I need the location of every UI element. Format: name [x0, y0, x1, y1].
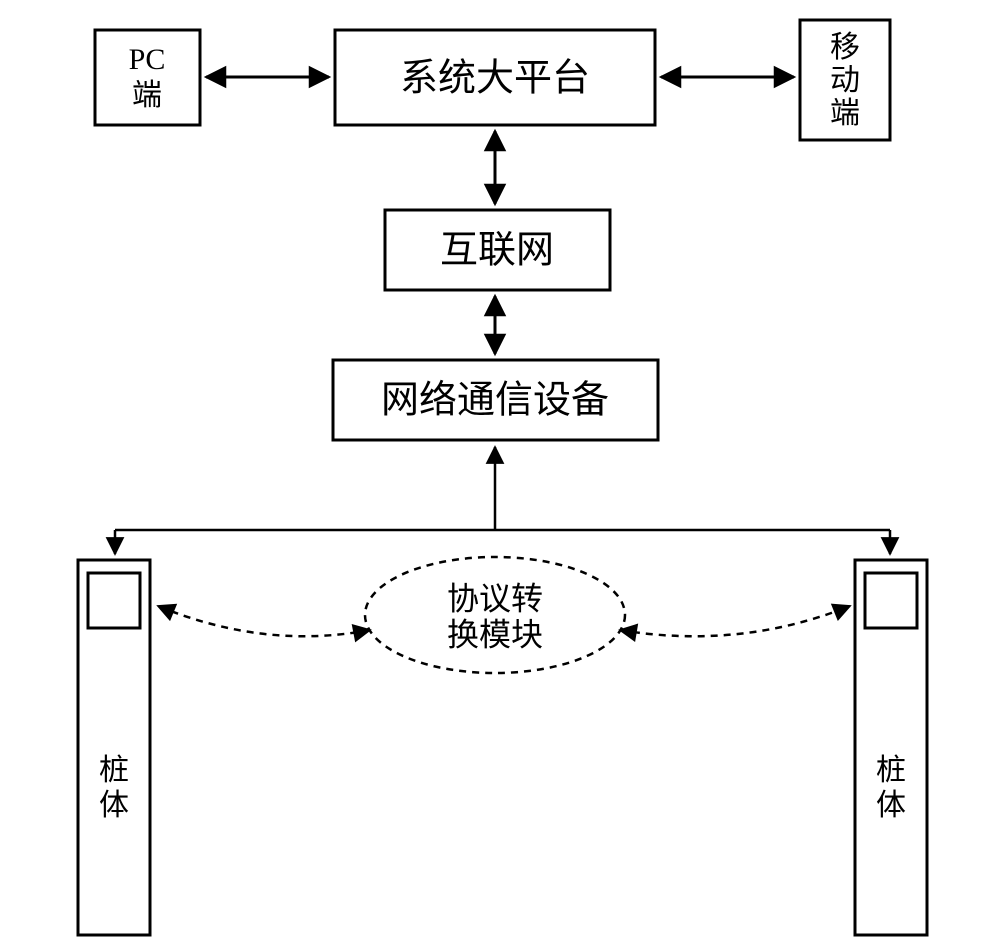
pile-left-char2: 体: [99, 789, 129, 822]
pc-label-line2: 端: [132, 79, 162, 112]
netcomm-label: 网络通信设备: [381, 380, 609, 422]
node-pile-right: 桩 体: [855, 560, 927, 935]
node-platform: 系统大平台: [335, 30, 655, 125]
node-mobile: 移 动 端: [800, 20, 890, 140]
protocol-label-2: 换模块: [447, 616, 543, 652]
node-netcomm: 网络通信设备: [333, 360, 658, 440]
mobile-label-3: 端: [830, 97, 860, 130]
internet-label: 互联网: [440, 230, 554, 272]
edge-protocol-right: [620, 606, 850, 636]
node-pc: PC 端: [95, 30, 200, 125]
mobile-label-1: 移: [830, 31, 860, 64]
protocol-label-1: 协议转: [447, 580, 543, 616]
node-internet: 互联网: [385, 210, 610, 290]
mobile-label-2: 动: [830, 64, 860, 97]
pc-label-line1: PC: [129, 43, 166, 76]
pile-right-char1: 桩: [876, 754, 906, 787]
platform-label: 系统大平台: [400, 58, 590, 100]
node-protocol: 协议转 换模块: [365, 557, 625, 673]
pile-left-char1: 桩: [99, 754, 129, 787]
system-architecture-diagram: PC 端 系统大平台 移 动 端 互联网 网络通信设备 协议转 换模块 桩 体: [0, 0, 1000, 948]
edge-protocol-left: [158, 606, 370, 636]
pile-right-char2: 体: [876, 789, 906, 822]
node-pile-left: 桩 体: [78, 560, 150, 935]
